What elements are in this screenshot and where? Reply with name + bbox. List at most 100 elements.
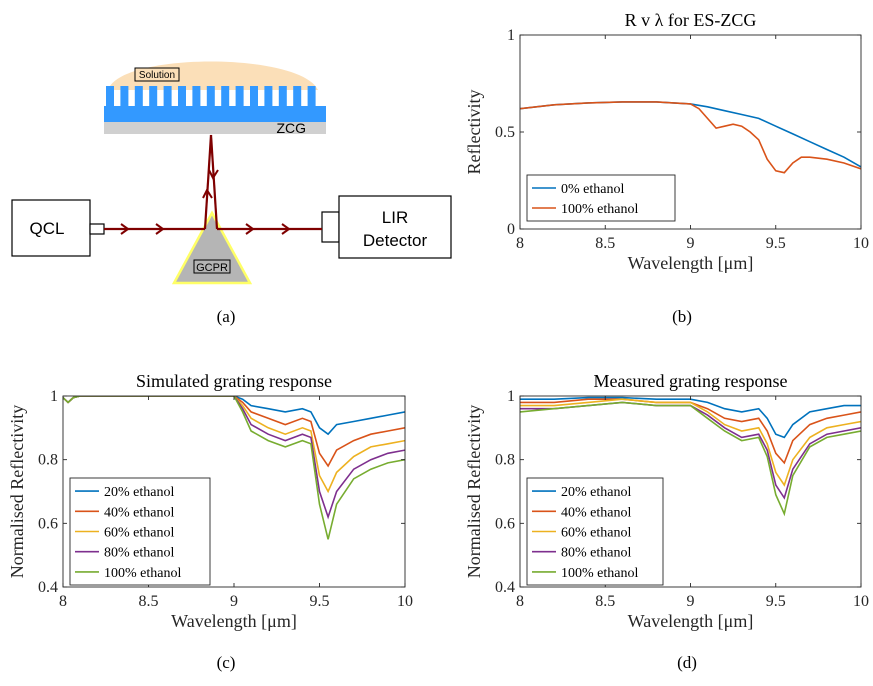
grating-tooth: [163, 86, 172, 108]
grating-tooth: [235, 86, 244, 108]
y-tick-label: 0.8: [495, 452, 515, 469]
legend: 0% ethanol 100% ethanol: [526, 174, 676, 222]
grating-tooth: [250, 86, 258, 108]
solution-label-box: Solution: [134, 67, 180, 82]
chart-title: Simulated grating response: [136, 371, 332, 391]
laser-beam-path: [104, 134, 322, 231]
qcl-port: [89, 223, 105, 235]
legend-label: 40% ethanol: [561, 505, 631, 520]
lir-label: LIR: [382, 208, 408, 227]
arrow-right-icon: [245, 223, 255, 235]
series-line-3: [520, 398, 861, 487]
series-group: [520, 396, 861, 517]
legend: 20% ethanol 40% ethanol 60% ethanol 80% eth…: [69, 477, 211, 586]
qcl-box: [11, 199, 91, 257]
solution-label: Solution: [139, 70, 175, 81]
gcpr-label-box: [193, 259, 231, 274]
gcpr-prism: [171, 210, 253, 285]
grating-tooth: [278, 86, 287, 108]
y-axis-label: Normalised Reflectivity: [7, 405, 27, 578]
grating-tooth: [264, 86, 273, 108]
zcg-grating: [104, 86, 326, 122]
detector-label: Detector: [363, 231, 428, 250]
y-tick-label: 0.8: [38, 452, 58, 469]
arrow-right-icon: [155, 223, 165, 235]
series-line-1: [520, 396, 861, 439]
x-axis-label: Wavelength [μm]: [628, 611, 754, 631]
grating-tooth: [134, 86, 143, 108]
y-tick-label: 1: [50, 388, 58, 405]
caption-b: (b): [672, 307, 692, 326]
series-line-2: [63, 396, 405, 468]
substrate: [104, 122, 326, 134]
grating-tooth: [106, 86, 114, 108]
legend-label: 80% ethanol: [104, 546, 174, 561]
y-tick-label: 0.6: [38, 515, 58, 532]
qcl-label: QCL: [30, 219, 65, 238]
x-tick-label: 8.5: [595, 235, 615, 252]
grating-tooth: [192, 86, 201, 108]
series-line-5: [520, 401, 861, 517]
chart-title: Measured grating response: [594, 371, 788, 391]
caption-d: (d): [677, 653, 697, 672]
detector-box: [338, 195, 452, 259]
series-line-2: [520, 101, 861, 174]
series-line-2: [520, 398, 861, 465]
grating-tooth: [149, 86, 158, 108]
chart-c-simulated: 8 8.5 9 9.5 10 0.4 0.6 0.8 1 Simulated grating re…: [7, 371, 413, 631]
x-tick-label: 10: [397, 593, 413, 610]
y-tick-label: 1: [507, 27, 515, 44]
legend-label: 0% ethanol: [561, 182, 624, 197]
grating-base: [104, 106, 326, 122]
zcg-label: ZCG: [276, 120, 306, 136]
legend-box: [526, 174, 676, 222]
x-tick-label: 10: [853, 593, 869, 610]
series-group: [520, 101, 861, 174]
x-tick-label: 9: [230, 593, 238, 610]
grating-tooth: [120, 86, 129, 108]
x-tick-label: 9: [687, 593, 695, 610]
series-line-1: [63, 396, 405, 436]
series-line-3: [63, 396, 405, 494]
y-tick-label: 0.4: [495, 579, 515, 596]
x-tick-label: 9: [687, 235, 695, 252]
x-tick-label: 8.5: [139, 593, 159, 610]
legend-label: 100% ethanol: [561, 202, 638, 217]
detector-port: [321, 211, 340, 243]
arrow-right-icon: [120, 223, 130, 235]
legend-label: 100% ethanol: [104, 566, 181, 581]
legend-label: 100% ethanol: [561, 566, 638, 581]
y-tick-label: 0: [507, 221, 515, 238]
gcpr-label: GCPR: [196, 262, 228, 274]
y-tick-label: 0.4: [38, 579, 58, 596]
x-tick-label: 8.5: [595, 593, 615, 610]
x-axis-label: Wavelength [μm]: [171, 611, 297, 631]
legend-label: 80% ethanol: [561, 546, 631, 561]
legend: 20% ethanol 40% ethanol 60% ethanol 80% eth…: [526, 477, 664, 586]
chart-b-reflectivity: 8 8.5 9 9.5 10 0 0.5 1 R v λ for ES-ZCG Wavelengt…: [464, 10, 869, 273]
legend-label: 60% ethanol: [104, 526, 174, 541]
x-tick-label: 9.5: [766, 593, 786, 610]
setup-diagram: Solution ZCG QCL LIR Detector GCPR: [11, 61, 452, 326]
caption-c: (c): [217, 653, 236, 672]
legend-label: 40% ethanol: [104, 505, 174, 520]
caption-a: (a): [217, 307, 236, 326]
x-tick-label: 9.5: [766, 235, 786, 252]
legend-label: 60% ethanol: [561, 526, 631, 541]
y-tick-label: 0.6: [495, 515, 515, 532]
grating-tooth: [293, 86, 302, 108]
arrow-down-icon: [208, 169, 219, 181]
y-axis-label: Reflectivity: [464, 90, 484, 175]
chart-title: R v λ for ES-ZCG: [625, 10, 757, 30]
x-tick-label: 8: [516, 235, 524, 252]
chart-d-measured: 8 8.5 9 9.5 10 0.4 0.6 0.8 1 Measured grating res…: [464, 371, 869, 631]
y-tick-label: 1: [507, 388, 515, 405]
x-tick-label: 10: [853, 235, 869, 252]
x-axis-label: Wavelength [μm]: [628, 253, 754, 273]
x-tick-label: 8: [59, 593, 67, 610]
grating-tooth: [206, 86, 215, 108]
arrow-right-icon: [281, 223, 291, 235]
grating-tooth: [178, 86, 186, 108]
legend-label: 20% ethanol: [104, 485, 174, 500]
